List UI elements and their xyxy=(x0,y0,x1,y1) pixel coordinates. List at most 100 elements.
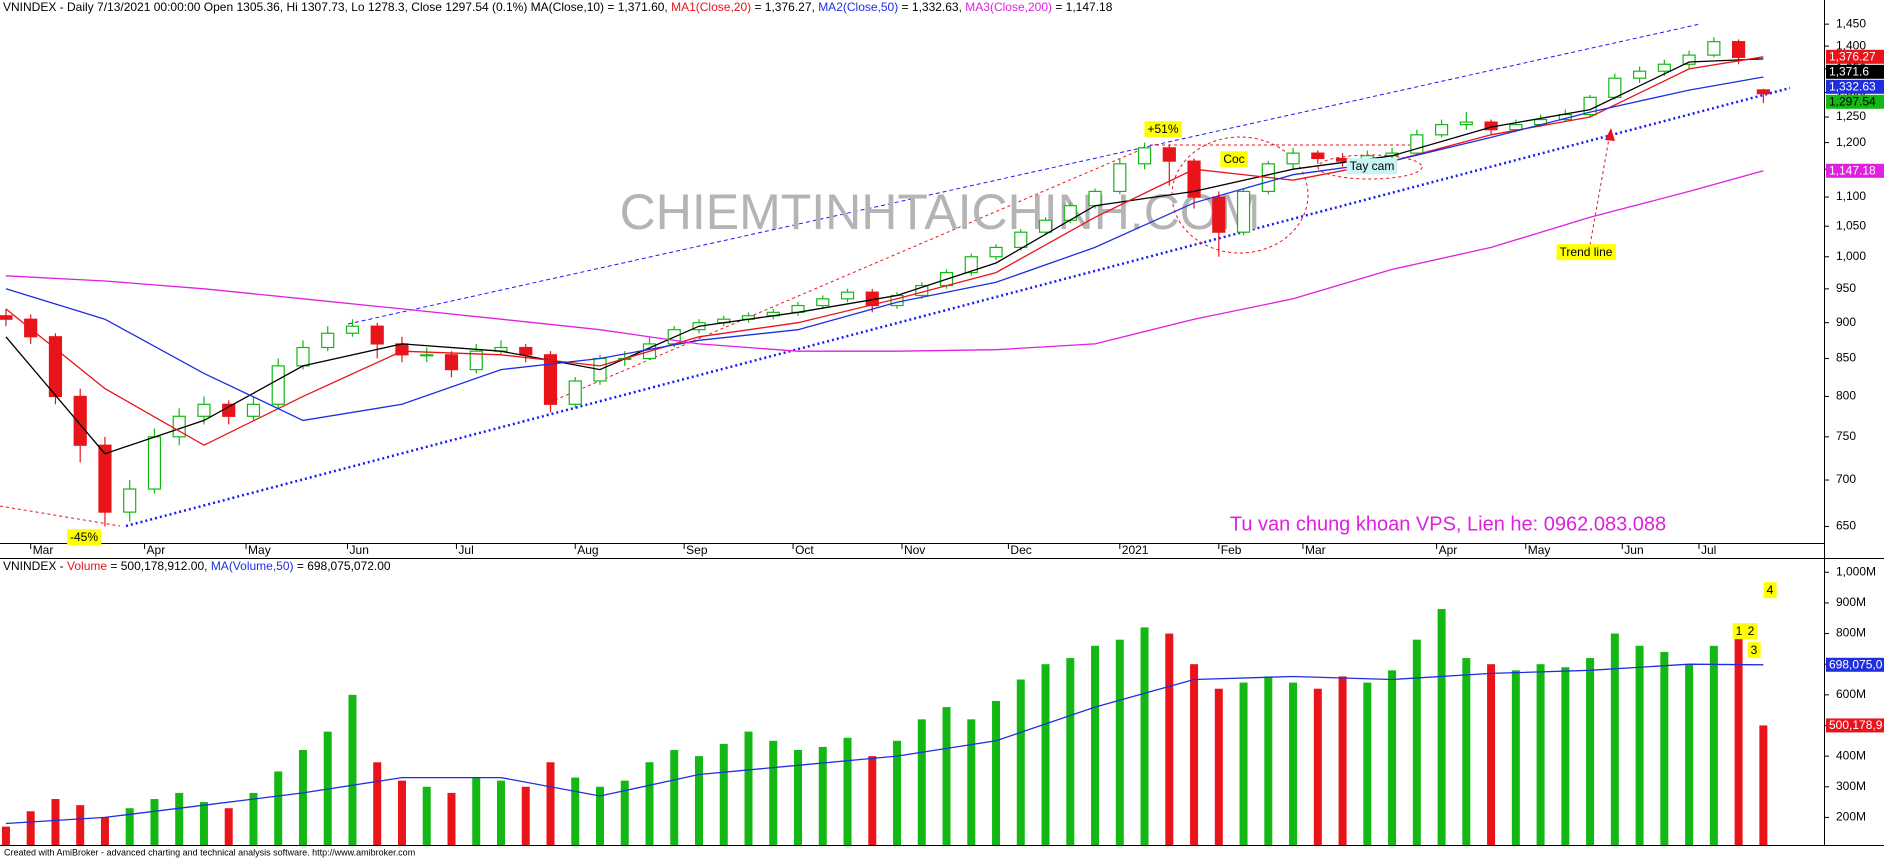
volume-bar xyxy=(1462,658,1471,845)
volume-bar xyxy=(1437,609,1446,845)
red-dashed-line xyxy=(0,505,121,527)
candle-body xyxy=(271,365,285,405)
y-tick-label: 200M xyxy=(1836,810,1866,824)
volume-tag: 698,075,0 xyxy=(1829,657,1883,671)
header-part: = 1,147.18 xyxy=(1052,0,1113,14)
volume-bar xyxy=(150,799,159,845)
annotation-text: Tay cam xyxy=(1350,159,1395,173)
candle-body xyxy=(964,256,978,274)
y-tick-label: 1,450 xyxy=(1836,16,1866,30)
y-tick-label: 1,100 xyxy=(1836,189,1866,203)
annotation: 4 xyxy=(1763,582,1777,599)
volume-bar xyxy=(1635,645,1644,845)
price-tag-bg xyxy=(1826,163,1884,178)
header-part: Volume xyxy=(67,559,107,573)
annotation: Coc xyxy=(1220,151,1248,168)
volume-bar xyxy=(1016,679,1025,845)
watermark: CHIEMTINHTAICHINH.COM xyxy=(620,184,1261,240)
price-tag-bg xyxy=(1826,49,1884,64)
volume-bar xyxy=(1041,664,1050,845)
support-trend-line xyxy=(125,86,1791,528)
x-tick-label: 2021 xyxy=(1122,543,1149,557)
volume-bar xyxy=(1685,664,1694,845)
drawings xyxy=(0,23,1791,528)
annotation-bg xyxy=(1220,151,1248,168)
volume-bar xyxy=(1660,651,1669,845)
volume-bar xyxy=(1511,670,1520,845)
volume-tag-bg xyxy=(1826,718,1884,733)
x-tick-label: Mar xyxy=(33,543,54,557)
candle-body xyxy=(345,325,360,334)
header-part: = 1,376.27, xyxy=(751,0,818,14)
volume-bar xyxy=(26,811,35,845)
annotation-text: 1 xyxy=(1736,624,1743,638)
header-part: VNINDEX - Daily 7/13/2021 00:00:00 Open … xyxy=(3,0,671,14)
volume-bar xyxy=(695,756,704,845)
volume-bar xyxy=(1239,682,1248,845)
x-tick-label: Jul xyxy=(458,543,473,557)
candle-body xyxy=(469,350,483,371)
annotation-text: 4 xyxy=(1767,583,1774,597)
candle-body xyxy=(1707,41,1721,56)
header-part: MA3(Close,200) xyxy=(965,0,1052,14)
candle-body xyxy=(840,291,855,300)
volume-bar xyxy=(199,802,208,845)
y-tick-label: 1,000 xyxy=(1836,249,1866,263)
annotation-text: Coc xyxy=(1223,152,1244,166)
volume-bar xyxy=(348,694,357,845)
price-tag: 1,297.54 xyxy=(1829,94,1876,108)
y-tick-label: 600M xyxy=(1836,687,1866,701)
moving-average-line xyxy=(5,170,1764,352)
volume-bar xyxy=(744,731,753,845)
candle-body xyxy=(1162,147,1176,162)
candle-body xyxy=(321,332,335,349)
candle-body xyxy=(1410,134,1424,154)
candle-body xyxy=(543,354,558,405)
volume-bar xyxy=(1165,633,1174,845)
candle-body xyxy=(989,246,1003,258)
header-part: MA2(Close,50) xyxy=(818,0,898,14)
volume-bar xyxy=(373,762,382,845)
volume-bar xyxy=(967,719,976,845)
price-tag: 1,147.18 xyxy=(1829,163,1876,177)
volume-bar xyxy=(893,740,902,845)
cup-ellipse xyxy=(1171,136,1309,254)
y-tick-label: 1,050 xyxy=(1836,218,1866,232)
volume-bar xyxy=(1190,664,1199,845)
candle-body xyxy=(1286,152,1300,165)
volume-bar xyxy=(992,700,1001,845)
annotation-bg xyxy=(1732,623,1746,640)
candle-body xyxy=(1608,77,1622,98)
y-tick-label: 800 xyxy=(1836,389,1856,403)
volume-bar xyxy=(719,743,728,845)
candle-body xyxy=(1509,124,1523,131)
handle-ellipse xyxy=(1317,154,1423,180)
annotation: 2 xyxy=(1744,623,1758,640)
annotation-bg xyxy=(1763,582,1777,599)
y-tick-label: 300M xyxy=(1836,779,1866,793)
volume-bar xyxy=(249,792,258,845)
candle-body xyxy=(98,444,112,513)
candle-body xyxy=(1113,163,1127,193)
x-tick-label: May xyxy=(248,543,271,557)
y-tick-label: 900 xyxy=(1836,315,1856,329)
volume-bar xyxy=(274,771,283,845)
candle-body xyxy=(1137,147,1152,165)
candle-body xyxy=(197,403,211,417)
volume-bar xyxy=(670,750,679,845)
candle-body xyxy=(1459,121,1473,126)
panel-header: VNINDEX - Daily 7/13/2021 00:00:00 Open … xyxy=(3,0,1113,14)
candle-body xyxy=(1732,41,1746,58)
volume-bar xyxy=(1388,670,1397,845)
volume-bar xyxy=(843,737,852,845)
volume-bar xyxy=(769,740,778,845)
volume-bar xyxy=(521,786,530,845)
y-tick-label: 950 xyxy=(1836,281,1856,295)
volume-tag: 500,178,9 xyxy=(1829,718,1883,732)
volume-ma-line xyxy=(5,663,1764,825)
volume-bar xyxy=(1140,627,1149,845)
header-part: MA(Volume,50) xyxy=(211,559,294,573)
arrow-head xyxy=(1605,128,1615,141)
volume-bar xyxy=(546,762,555,845)
